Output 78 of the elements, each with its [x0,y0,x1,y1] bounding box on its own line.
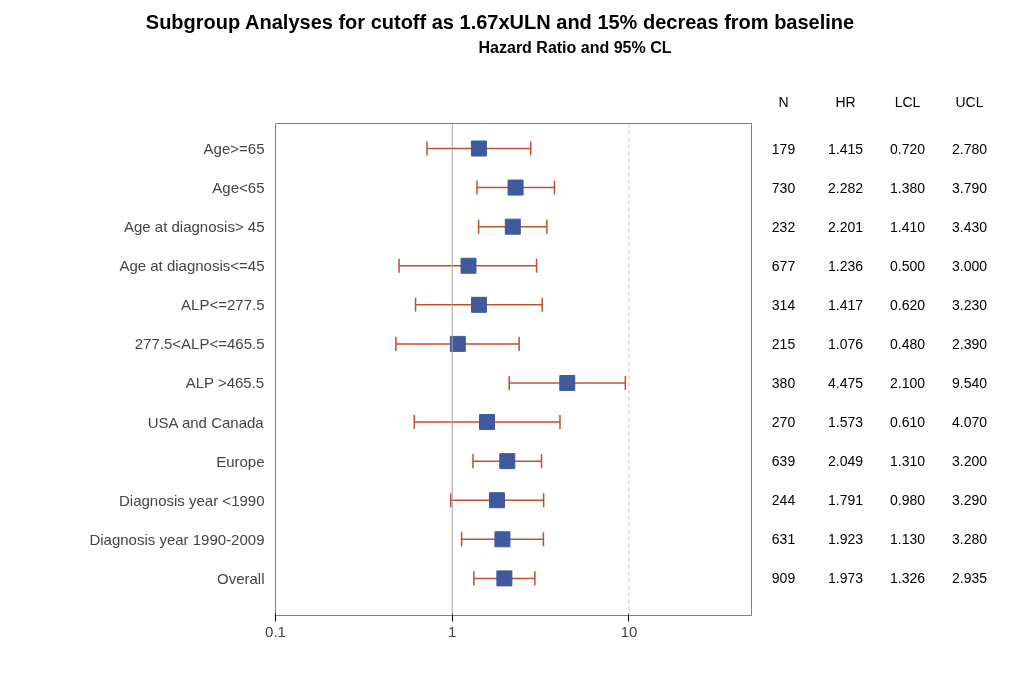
text: 1.410 [889,218,926,235]
point [507,179,524,196]
text: 1.415 [827,140,864,157]
text: 4.070 [951,414,988,431]
y-tick-label: Age>=65 [203,140,265,158]
text: HR [835,93,856,110]
text: 1.417 [827,296,864,313]
text: 314 [771,296,796,313]
text: 2.100 [889,374,926,391]
y-tick-label: 277.5<ALP<=465.5 [134,335,265,353]
text: 2.282 [827,179,864,196]
text: 3.230 [951,296,988,313]
text: 3.200 [951,453,988,470]
text: 0.610 [889,414,926,431]
text: 2.201 [827,218,864,235]
y-tick-label: Diagnosis year 1990-2009 [89,530,265,548]
y-tick-label: Overall [216,569,265,587]
text: 1.973 [827,570,864,587]
text: 215 [771,335,796,352]
x-tick-label: 10 [620,622,638,640]
text: 677 [771,257,796,274]
text: 0.720 [889,140,926,157]
text: 2.780 [951,140,988,157]
text: 1.236 [827,257,864,274]
point [479,414,495,431]
text: 1.326 [889,570,926,587]
text: LCL [894,93,921,110]
y-tick-label: ALP >465.5 [185,374,265,392]
text: 631 [771,531,796,548]
point [504,218,521,235]
y-tick-label: Diagnosis year <1990 [118,491,265,509]
y-tick-label: Age at diagnosis> 45 [123,218,265,236]
text: 1.791 [827,492,864,509]
text: 0.480 [889,335,926,352]
text: 0.620 [889,296,926,313]
text: 639 [771,453,796,470]
point [488,492,505,509]
y-tick-label: USA and Canada [147,413,265,431]
text: 730 [771,179,796,196]
text: 1.310 [889,453,926,470]
text: 232 [771,218,796,235]
text: 1.923 [827,531,864,548]
y-tick-label: ALP<=277.5 [181,296,265,314]
point [470,140,487,157]
text: 0.500 [889,257,926,274]
text: 3.290 [951,492,988,509]
point [496,570,513,587]
text: 1.076 [827,335,864,352]
y-tick-label: Europe [216,452,265,470]
text: 3.280 [951,531,988,548]
text: 2.390 [951,335,988,352]
y-tick-label: Age<65 [212,179,265,197]
text: 1.380 [889,179,926,196]
x-tick-label: 1 [448,622,457,640]
text: 270 [771,414,796,431]
text: 2.935 [951,570,988,587]
chart-title: Subgroup Analyses for cutoff as 1.67xULN and 15% decreas from baseline [144,10,856,35]
text: 1.573 [827,414,864,431]
text: 9.540 [951,374,988,391]
chart-subtitle: Hazard Ratio and 95% CL [477,37,673,58]
text: 3.430 [951,218,988,235]
point [470,296,487,313]
text: 179 [771,140,796,157]
text: 909 [771,570,796,587]
text: 1.130 [889,531,926,548]
text: 244 [771,492,796,509]
x-tick-label: 0.1 [265,622,286,640]
text: 380 [771,374,796,391]
point [499,453,516,470]
y-tick-label: Age at diagnosis<=45 [119,257,265,275]
text: 2.049 [827,453,864,470]
text: 3.000 [951,257,988,274]
text: UCL [955,93,984,110]
text: 4.475 [827,374,864,391]
point [494,531,511,548]
text: 3.790 [951,179,988,196]
text: N [778,93,789,110]
text: 0.980 [889,492,926,509]
